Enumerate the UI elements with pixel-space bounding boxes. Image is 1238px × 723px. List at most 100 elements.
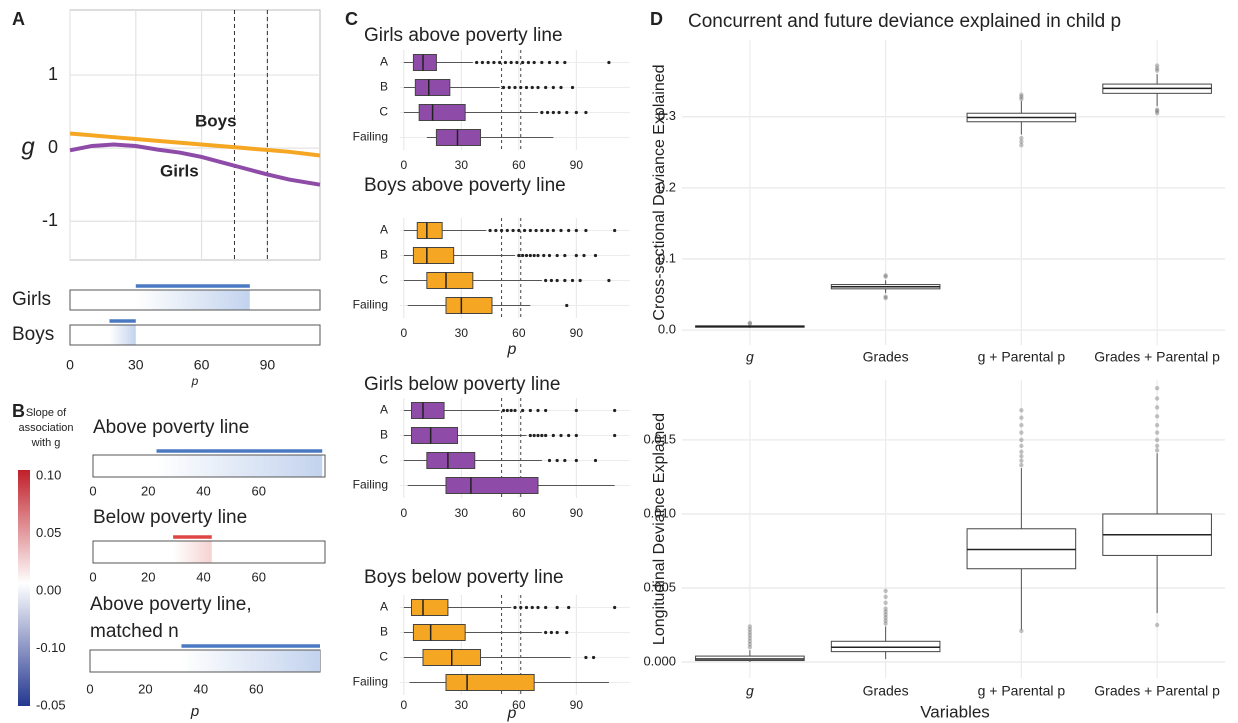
outlier [555,60,559,65]
x-tick-label: 40 [196,483,210,498]
outlier [521,60,525,65]
strip-label: Girls [12,289,51,310]
outlier [544,630,548,635]
category-label: Grades + Parental p [1094,349,1220,365]
outlier [528,408,532,413]
outlier [1154,107,1160,112]
category-label: A [380,403,388,417]
outlier [1019,94,1024,100]
outlier [1154,396,1160,401]
strip-shade [181,650,320,672]
box [426,272,474,289]
chart-title: Girls below poverty line [364,374,560,395]
x-tick-label: 40 [194,681,208,696]
outlier [747,642,753,647]
outlier [1019,96,1024,102]
y-tick-label: 0 [48,137,58,157]
outlier [1019,449,1024,454]
x-axis-label: p [507,341,517,358]
y-tick-label: 0.015 [643,431,676,446]
category-label: Grades [863,683,909,699]
outlier [1154,448,1160,453]
x-tick-label: 20 [138,681,152,696]
chart-title: Concurrent and future deviance explained… [688,11,1121,32]
outlier [499,228,504,233]
outlier [574,433,578,438]
series-line [69,131,321,158]
y-axis-label: Longitudinal Deviance Explained [651,413,668,645]
outlier [563,60,567,65]
outlier [747,624,753,629]
x-tick-label: 90 [570,326,584,340]
x-tick-label: 30 [455,506,469,520]
outlier [555,278,559,283]
x-tick-label: 60 [512,158,526,172]
y-tick-label: 0.3 [658,108,676,123]
outlier [578,278,582,283]
outlier [559,228,563,233]
box [412,247,455,264]
outlier [1019,462,1024,468]
category-label: B [380,80,388,94]
outlier [532,433,536,438]
outlier [528,228,532,233]
colorbar-tick-label: -0.10 [36,640,66,655]
outlier [607,60,611,65]
series-label: Girls [160,161,199,180]
outlier [547,253,552,258]
outlier [540,228,544,233]
outlier [883,295,888,301]
y-axis-label: g [21,133,35,160]
chart-title: Girls above poverty line [364,25,563,46]
outlier [555,605,559,610]
outlier [883,612,888,617]
outlier [507,85,511,90]
outlier [574,408,578,413]
outlier [565,110,569,115]
outlier [584,228,588,233]
outlier [486,60,490,65]
outlier [530,605,534,610]
y-tick-label: -1 [42,210,58,230]
outlier [528,433,532,438]
outlier [570,85,575,90]
outlier [883,621,888,626]
outlier [528,253,532,258]
y-tick-label: 1 [48,64,58,84]
box [445,477,539,494]
x-tick-label: 20 [141,483,155,498]
outlier [747,320,753,326]
outlier [545,228,550,233]
outlier [883,606,888,611]
outlier [549,630,554,635]
box [412,624,466,641]
outlier [883,609,888,614]
outlier [1154,66,1160,71]
chart-title: Boys above poverty line [364,175,566,196]
outlier [532,253,536,258]
strip-shade [135,290,250,310]
outlier [883,615,888,620]
outlier [584,110,588,115]
outlier [536,433,540,438]
outlier [488,228,492,233]
outlier [536,85,540,90]
outlier [593,253,598,258]
x-tick-label: 0 [86,681,93,696]
box [416,222,443,239]
box [445,297,493,314]
chart-title: Boys below poverty line [364,567,564,588]
outlier [559,85,563,90]
outlier [1019,415,1024,420]
outlier [563,253,567,258]
x-tick-label: 60 [194,357,210,373]
outlier [883,273,888,278]
outlier [747,321,753,326]
x-tick-label: 0 [400,158,407,172]
outlier [1019,139,1024,144]
y-axis-label: Cross-sectional Deviance Explained [651,64,668,320]
box [426,452,476,469]
box [411,427,458,444]
outlier [530,85,534,90]
colorbar-tick-label: 0.00 [36,582,61,597]
